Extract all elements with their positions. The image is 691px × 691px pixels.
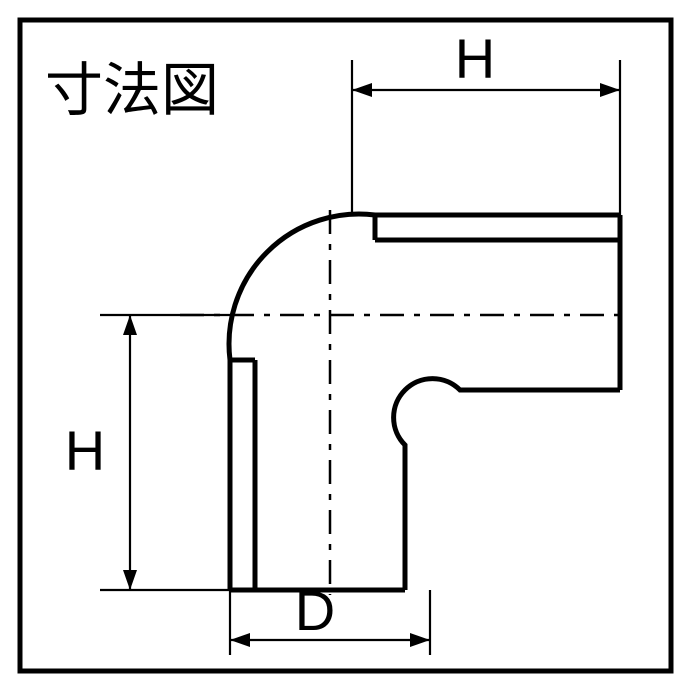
dim-label-d: D bbox=[295, 579, 335, 642]
diagram-frame: { "canvas": { "width": 691, "height": 69… bbox=[0, 0, 691, 691]
arrowhead bbox=[410, 633, 430, 647]
elbow-outer-contour bbox=[229, 214, 620, 590]
elbow-inner-contour bbox=[394, 379, 620, 590]
title-text: 寸法図 bbox=[45, 58, 219, 123]
arrowhead bbox=[230, 633, 250, 647]
dim-label-h-top: H bbox=[455, 27, 495, 90]
dim-label-h-left: H bbox=[65, 419, 105, 482]
arrowhead bbox=[600, 83, 620, 97]
arrowhead bbox=[123, 315, 137, 335]
arrowhead bbox=[123, 570, 137, 590]
arrowhead bbox=[352, 83, 372, 97]
dimension-drawing: 寸法図 H H D bbox=[0, 0, 691, 691]
